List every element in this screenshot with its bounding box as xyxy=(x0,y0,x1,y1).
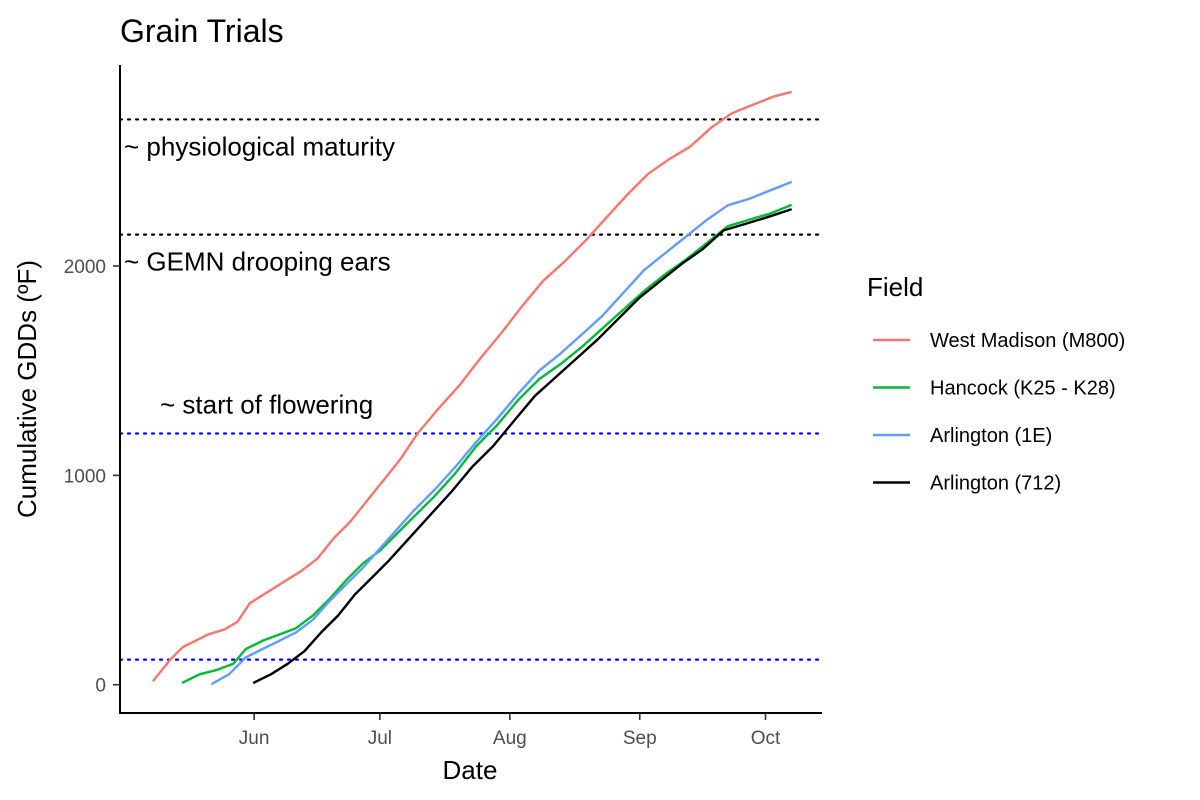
y-tick-label-0: 0 xyxy=(95,676,106,697)
annotation-0: ~ physiological maturity xyxy=(124,131,395,161)
legend: Field West Madison (M800) Hancock (K25 - … xyxy=(867,272,1125,495)
y-axis-ticks: 0 1000 2000 xyxy=(64,257,120,697)
legend-label-1: Hancock (K25 - K28) xyxy=(930,378,1116,400)
annotations: ~ physiological maturity ~ GEMN drooping … xyxy=(124,131,395,419)
legend-label-0: West Madison (M800) xyxy=(930,330,1125,352)
series-line-0 xyxy=(152,91,792,682)
x-tick-label-3: Sep xyxy=(623,728,657,749)
annotation-1: ~ GEMN drooping ears xyxy=(124,247,391,277)
annotation-2: ~ start of flowering xyxy=(160,389,373,419)
series-line-1 xyxy=(181,204,792,684)
x-tick-label-1: Jul xyxy=(368,728,392,749)
series-line-3 xyxy=(252,208,792,684)
legend-title: Field xyxy=(867,272,923,302)
series-lines xyxy=(152,91,792,685)
y-tick-label-2: 2000 xyxy=(64,257,106,278)
legend-label-2: Arlington (1E) xyxy=(930,425,1052,447)
x-tick-label-2: Aug xyxy=(493,728,527,749)
reference-lines xyxy=(118,118,822,661)
x-axis-title: Date xyxy=(443,755,498,785)
series-line-2 xyxy=(211,181,792,685)
y-axis-title: Cumulative GDDs (ºF) xyxy=(12,260,42,518)
x-axis-ticks: Jun Jul Aug Sep Oct xyxy=(239,713,781,749)
legend-label-3: Arlington (712) xyxy=(930,473,1061,495)
y-tick-label-1: 1000 xyxy=(64,466,106,487)
x-tick-label-0: Jun xyxy=(239,728,270,749)
chart-title: Grain Trials xyxy=(120,13,284,49)
x-tick-label-4: Oct xyxy=(751,728,781,749)
